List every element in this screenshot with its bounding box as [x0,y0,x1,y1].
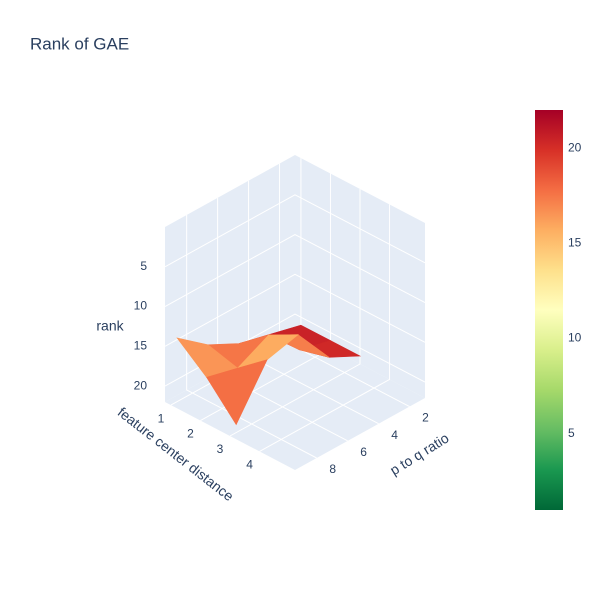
z-tick-label: 15 [134,338,148,352]
surface-patch [206,359,268,426]
x-tick-label: 8 [329,462,336,476]
x-tick-label: 6 [360,445,367,459]
colorbar-tick-label: 10 [568,331,582,345]
colorbar-tick-label: 5 [568,426,575,440]
z-axis-title: rank [96,318,124,334]
grid-line [186,215,317,459]
z-tick-label: 10 [134,299,148,313]
grid-line [164,233,426,307]
colorbar-tick-label: 15 [568,236,582,250]
grid-line [229,189,361,437]
y-tick-label: 2 [187,427,194,441]
colorbar-gradient [535,110,563,510]
y-tick-label: 1 [158,411,165,425]
colorbar: 5 10 15 20 [535,110,582,510]
x-tick-label: 4 [391,428,398,442]
z-tick-label: 20 [134,378,148,392]
chart-title: Rank of GAE [30,34,129,53]
z-tick-label: 5 [140,259,147,273]
y-tick-label: 4 [246,458,253,472]
y-tick-label: 3 [217,442,224,456]
grid-line [164,273,426,347]
grid-line [259,204,391,452]
x-tick-label: 2 [422,411,429,425]
grid-line [164,194,426,268]
colorbar-tick-label: 20 [568,140,582,154]
